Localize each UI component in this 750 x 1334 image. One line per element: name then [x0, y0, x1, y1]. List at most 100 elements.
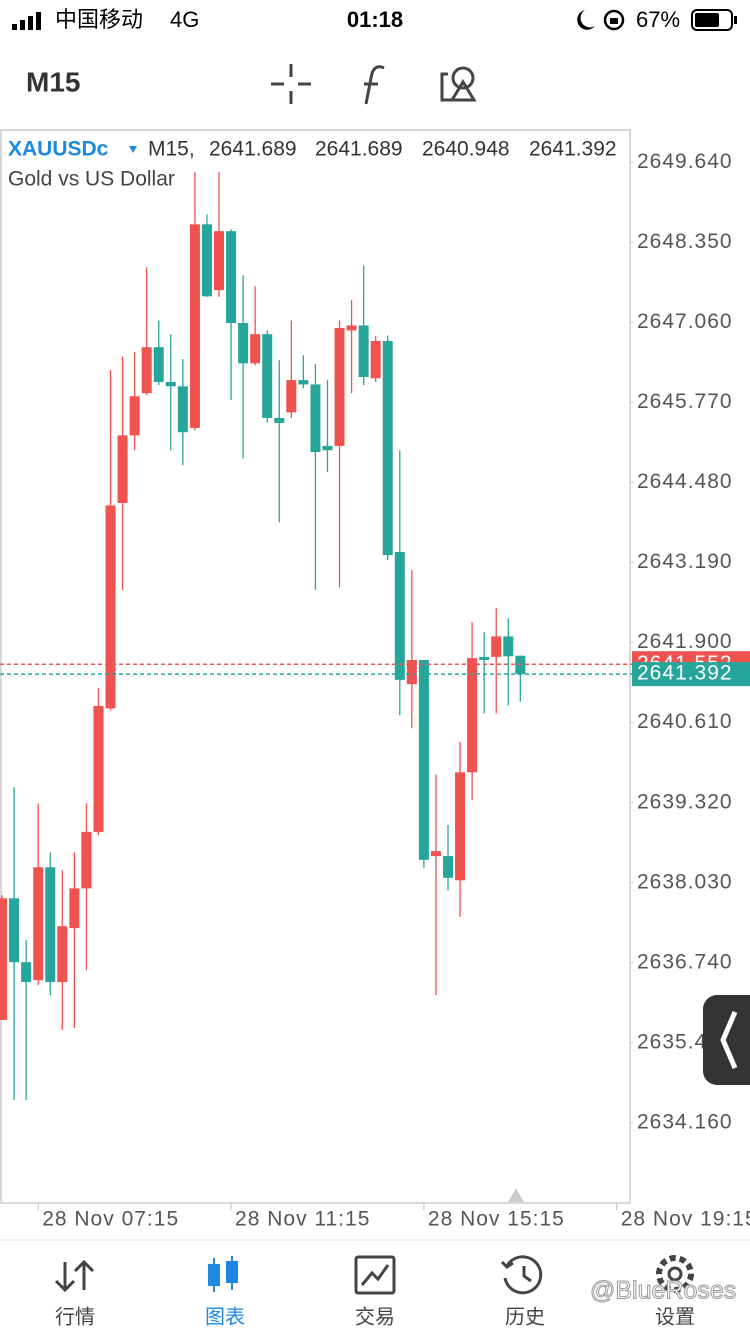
- candle-body: [467, 658, 478, 773]
- clock: 01:18: [347, 7, 403, 32]
- y-tick-label: 2634.160: [637, 1110, 733, 1133]
- tab-label[interactable]: 交易: [355, 1305, 395, 1328]
- crosshair-button[interactable]: [271, 64, 311, 104]
- candle-body: [479, 656, 490, 660]
- bid-price-label: 2641.392: [637, 662, 733, 685]
- moon-icon: [577, 10, 595, 30]
- bid-price-box: [632, 662, 750, 687]
- battery-percent: 67%: [636, 7, 680, 32]
- candle-body: [81, 831, 92, 889]
- x-tick-label: 28 Nov 11:15: [235, 1208, 370, 1231]
- network: 4G: [170, 7, 199, 32]
- signal-bar: [20, 20, 25, 30]
- candle-body: [406, 659, 417, 685]
- symbol-dropdown[interactable]: [129, 146, 137, 153]
- candle-body: [93, 705, 104, 832]
- y-tick-label: 2641.900: [637, 630, 733, 653]
- signal-bar: [28, 16, 33, 30]
- candle-body: [129, 396, 140, 436]
- candle-body: [334, 327, 345, 446]
- candle-body: [346, 325, 357, 331]
- candle-body: [105, 505, 116, 709]
- candle-body: [33, 867, 44, 981]
- lock-icon: [610, 18, 618, 24]
- header-high: 2641.689: [315, 138, 403, 161]
- battery-tip: [734, 16, 737, 24]
- symbol[interactable]: XAUUSDc: [8, 138, 109, 161]
- candle-body: [141, 347, 152, 394]
- candle-body: [322, 445, 333, 451]
- tab-label[interactable]: 设置: [655, 1305, 695, 1328]
- trade-icon: [354, 1255, 396, 1295]
- signal-bar: [12, 24, 17, 30]
- candle-body: [418, 659, 429, 860]
- candle-body: [443, 856, 454, 878]
- shift-marker: [508, 1188, 524, 1202]
- battery-level: [695, 13, 719, 27]
- lock-icon: [603, 9, 625, 31]
- candle-body: [165, 381, 176, 387]
- candle-body: [69, 888, 80, 929]
- header-low: 2640.948: [422, 138, 510, 161]
- tab-label[interactable]: 历史: [505, 1305, 545, 1328]
- quotes-icon: [54, 1259, 95, 1293]
- y-tick-label: 2648.350: [637, 230, 733, 253]
- candle-body: [45, 867, 56, 983]
- candle-body: [455, 772, 466, 881]
- candle-body: [57, 926, 68, 983]
- candle-body: [213, 231, 224, 291]
- y-tick-label: 2647.060: [637, 310, 733, 333]
- candle-body: [238, 323, 249, 364]
- signal-bar: [36, 12, 41, 30]
- timeframe-button[interactable]: M15: [26, 66, 80, 97]
- chart-icon: [208, 1256, 238, 1292]
- candle-body: [274, 417, 285, 423]
- candle-body: [382, 341, 393, 556]
- candle-body: [310, 384, 321, 453]
- toolbar: M15: [26, 64, 477, 105]
- candle-body: [298, 380, 309, 385]
- y-tick-label: 2639.320: [637, 790, 733, 813]
- candle-body: [9, 898, 20, 963]
- y-tick-label: 2636.740: [637, 950, 733, 973]
- y-tick-label: 2645.770: [637, 390, 733, 413]
- y-tick-label: 2638.030: [637, 870, 733, 893]
- indicator-button[interactable]: [364, 65, 385, 105]
- candle-body: [189, 224, 200, 428]
- side-panel-button[interactable]: [703, 995, 750, 1085]
- side-panel-arrow: [720, 1011, 738, 1069]
- x-tick-label: 28 Nov 15:15: [428, 1208, 565, 1231]
- candle-body: [370, 341, 381, 379]
- candle-body: [0, 898, 8, 1020]
- candle-body: [21, 962, 32, 983]
- candle-body: [250, 334, 261, 364]
- candle-body: [226, 231, 237, 324]
- candle-body: [153, 347, 164, 382]
- header-timeframe: M15,: [148, 138, 195, 161]
- candle-body: [430, 851, 441, 857]
- candle-body: [358, 325, 369, 377]
- objects-button[interactable]: [440, 66, 477, 102]
- description: Gold vs US Dollar: [8, 168, 175, 191]
- y-tick-label: 2643.190: [637, 550, 733, 573]
- price-axis: 2649.640 2648.350 2647.060 2645.770 2644.480…: [37, 150, 750, 1231]
- tab-label[interactable]: 行情: [55, 1305, 95, 1328]
- plot-area: [0, 172, 750, 1100]
- tab-label[interactable]: 图表: [205, 1305, 245, 1328]
- candle-body: [394, 552, 405, 680]
- header-open: 2641.689: [209, 138, 297, 161]
- status-bar: 中国移动 4G 01:18 67%: [12, 7, 737, 32]
- carrier: 中国移动: [55, 7, 143, 32]
- chart-frame: [0, 129, 631, 1204]
- history-icon: [500, 1255, 543, 1295]
- candle-body: [117, 435, 128, 503]
- x-tick-label: 28 Nov 19:15: [621, 1208, 750, 1231]
- battery-icon: [691, 9, 733, 31]
- candle-body: [201, 224, 212, 297]
- y-tick-label: 2649.640: [637, 150, 733, 173]
- x-tick-label: 28 Nov 07:15: [42, 1208, 179, 1231]
- watermark: @BlueRoses: [590, 1277, 736, 1305]
- candle-body: [503, 636, 514, 657]
- y-tick-label: 2644.480: [637, 470, 733, 493]
- candle-body: [177, 386, 188, 433]
